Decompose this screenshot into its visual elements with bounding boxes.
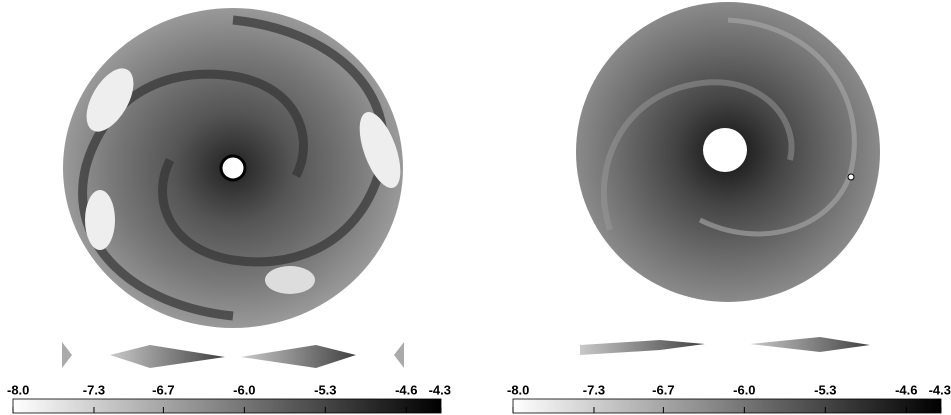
tick-label: -6.7 bbox=[152, 382, 174, 397]
edge-on-disk bbox=[580, 337, 870, 355]
tick-label: -8.0 bbox=[507, 382, 529, 397]
edge-on-disk bbox=[62, 342, 404, 368]
figure: -8.0 -7.3 -6.7 -6.0 -5.3 -4.6 -4.3 -8.0 -7.3 -6.7… bbox=[0, 0, 951, 415]
tick-label: -8.0 bbox=[7, 382, 29, 397]
tick-label: -7.3 bbox=[83, 382, 105, 397]
colorbar bbox=[13, 399, 441, 413]
tick-label: -4.6 bbox=[395, 382, 417, 397]
tick-label: -6.7 bbox=[652, 382, 674, 397]
tick-label: -6.0 bbox=[233, 382, 255, 397]
tick-label: -5.3 bbox=[814, 382, 836, 397]
face-on-disk bbox=[63, 8, 409, 328]
tick-label: -4.3 bbox=[929, 382, 951, 397]
tick-label: -4.6 bbox=[895, 382, 917, 397]
tick-label: -5.3 bbox=[314, 382, 336, 397]
colorbar bbox=[513, 399, 941, 413]
tick-label: -7.3 bbox=[583, 382, 605, 397]
face-on-disk bbox=[576, 2, 880, 302]
tick-label: -4.3 bbox=[429, 382, 451, 397]
tick-label: -6.0 bbox=[733, 382, 755, 397]
